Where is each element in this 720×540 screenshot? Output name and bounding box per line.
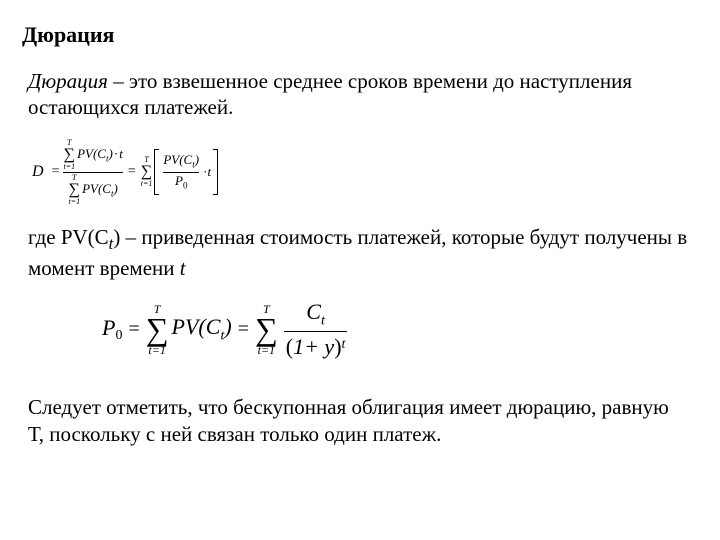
f2-fraction: Ct (1+ y)t bbox=[284, 299, 348, 360]
f1-num-term: PV(Ct)·t bbox=[77, 146, 123, 164]
f2-frac-num: Ct bbox=[302, 299, 329, 329]
f1-den-term: PV(Ct) bbox=[82, 181, 118, 199]
note-paragraph: Следует отметить, что бескупонная облига… bbox=[28, 394, 690, 447]
f2-sigma-1: T ∑ t=1 bbox=[146, 303, 169, 356]
duration-formula: D = T ∑ t=1 PV(Ct)·t T ∑ t=1 PV(Ct) bbox=[32, 139, 690, 206]
f1-lhs: D bbox=[32, 163, 44, 181]
page-title: Дюрация bbox=[22, 22, 690, 48]
f1-main-fraction: T ∑ t=1 PV(Ct)·t T ∑ t=1 PV(Ct) bbox=[63, 139, 122, 206]
f2-pv-term: PV(Ct) bbox=[172, 314, 232, 344]
definition-text: – это взвешенное среднее сроков времени … bbox=[28, 69, 632, 119]
term-italic: Дюрация bbox=[28, 69, 108, 93]
f2-equals-2: = bbox=[238, 318, 249, 341]
slide-page: Дюрация Дюрация – это взвешенное среднее… bbox=[0, 0, 720, 485]
f1-den-sigma: T ∑ t=1 bbox=[68, 174, 80, 206]
f1-rhs-sum: T ∑ t=1 PV(Ct) P0 ·t bbox=[141, 149, 218, 195]
p0-formula: P0 = T ∑ t=1 PV(Ct) = T ∑ t=1 Ct (1+ y)t bbox=[102, 299, 690, 360]
f2-equals-1: = bbox=[128, 318, 139, 341]
f1-bracket-content: PV(Ct) P0 ·t bbox=[160, 151, 212, 193]
f1-rhs-sigma: T ∑ t=1 bbox=[141, 156, 153, 188]
f2-frac-den: (1+ y)t bbox=[284, 334, 348, 360]
bracket-open-icon bbox=[154, 149, 160, 195]
where-t-italic: t bbox=[180, 256, 186, 280]
bracket-close-icon bbox=[212, 149, 218, 195]
definition-paragraph: Дюрация – это взвешенное среднее сроков … bbox=[28, 68, 690, 121]
where-text-b: ) – приведенная стоимость платежей, кото… bbox=[28, 225, 687, 280]
where-text-a: где PV(C bbox=[28, 225, 109, 249]
f2-frac-bar bbox=[284, 331, 348, 332]
f1-equals-1: = bbox=[52, 164, 60, 180]
f1-numerator: T ∑ t=1 PV(Ct)·t bbox=[63, 139, 122, 171]
f1-denominator: T ∑ t=1 PV(Ct) bbox=[68, 174, 117, 206]
f2-lhs: P0 bbox=[102, 315, 122, 344]
f2-sigma-2: T ∑ t=1 bbox=[255, 303, 278, 356]
f1-inner-fraction: PV(Ct) P0 bbox=[163, 153, 199, 191]
where-paragraph: где PV(C t) – приведенная стоимость плате… bbox=[28, 224, 690, 281]
f1-equals-2: = bbox=[128, 164, 136, 180]
f1-num-sigma: T ∑ t=1 bbox=[63, 139, 75, 171]
f1-tail: ·t bbox=[203, 164, 211, 180]
